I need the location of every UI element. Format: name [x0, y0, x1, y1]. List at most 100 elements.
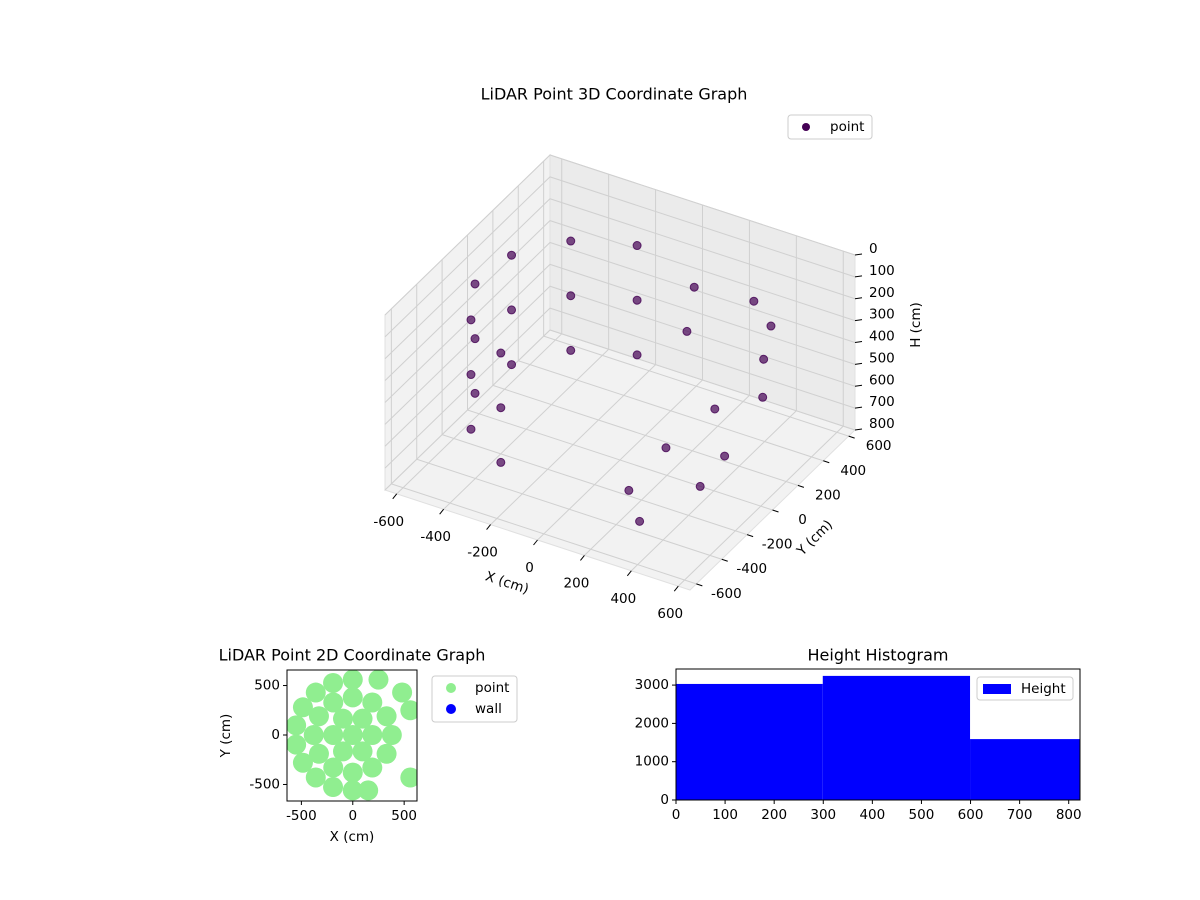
point: [342, 780, 363, 801]
point: [624, 485, 634, 495]
z-axis-label: H (cm): [908, 302, 924, 348]
y-tick-label: 600: [866, 438, 892, 454]
point: [333, 708, 354, 729]
y-tick: [721, 558, 728, 562]
point: [392, 682, 413, 703]
point: [470, 334, 480, 344]
x-tick-label: 200: [564, 575, 590, 591]
point: [470, 279, 480, 289]
point: [496, 403, 506, 413]
point: [566, 291, 576, 301]
point: [352, 741, 373, 762]
point: [352, 708, 373, 729]
y-tick: [823, 460, 830, 464]
point: [333, 741, 354, 762]
point: [323, 757, 344, 778]
point: [507, 250, 517, 260]
point: [292, 697, 313, 718]
y-tick: [746, 534, 754, 538]
point: [695, 481, 705, 491]
z-tick: [854, 362, 863, 365]
point: [632, 350, 642, 360]
z-tick-label: 800: [869, 416, 895, 432]
y-tick: [772, 509, 779, 513]
legend-marker: [802, 123, 810, 131]
point: [323, 777, 344, 798]
grid-line: [384, 285, 856, 447]
point: [759, 354, 769, 364]
x-tick-label: 0: [348, 808, 357, 824]
grid-line: [384, 176, 856, 338]
x-tick-label: -400: [420, 529, 451, 545]
point: [710, 404, 720, 414]
point: [323, 692, 344, 713]
y-tick-label: -500: [249, 776, 280, 792]
x-tick-label: 700: [1007, 807, 1033, 823]
point: [323, 672, 344, 693]
y-tick-label: -600: [711, 586, 742, 602]
z-tick: [854, 406, 863, 409]
point: [466, 315, 476, 325]
point: [749, 296, 759, 306]
x-tick: [626, 570, 632, 577]
z-tick-label: 300: [869, 307, 895, 323]
z-tick: [854, 275, 863, 278]
x-tick-label: 500: [909, 807, 935, 823]
legend-marker: [446, 683, 456, 693]
point: [342, 762, 363, 783]
point: [292, 752, 313, 773]
point: [368, 670, 389, 690]
z-tick: [854, 319, 863, 322]
point: [682, 326, 692, 336]
legend-label: wall: [475, 701, 502, 717]
legend-box: [787, 114, 873, 140]
y-tick-label: 2000: [635, 715, 669, 731]
x-tick-label: -500: [286, 808, 317, 824]
x-tick-label: 400: [859, 807, 885, 823]
z-tick: [854, 297, 863, 300]
point: [507, 305, 517, 315]
bar: [970, 739, 1080, 800]
point: [308, 743, 329, 764]
grid-line: [384, 329, 856, 491]
y-tick-label: 0: [271, 727, 280, 743]
x-tick-label: 600: [958, 807, 984, 823]
axes-frame: [675, 668, 1081, 801]
point: [400, 700, 417, 721]
point: [381, 725, 402, 746]
point: [632, 241, 642, 251]
x-tick-label: 800: [1056, 807, 1082, 823]
z-tick: [854, 428, 863, 431]
point: [287, 734, 307, 755]
grid-line: [384, 307, 856, 469]
point: [766, 321, 776, 331]
x-tick-label: 200: [761, 807, 787, 823]
grid-line: [384, 241, 856, 403]
legend-label: point: [830, 119, 864, 135]
y-tick-label: -200: [762, 537, 793, 553]
y-tick-label: -400: [736, 561, 767, 577]
point: [758, 392, 768, 402]
point: [566, 345, 576, 355]
point: [400, 767, 417, 788]
y-axis-label: Y (cm): [218, 714, 234, 759]
chart-title: LiDAR Point 2D Coordinate Graph: [219, 646, 486, 665]
legend-label: Height: [1021, 681, 1066, 697]
z-tick-label: 500: [869, 350, 895, 366]
x-tick-label: 100: [712, 807, 738, 823]
x-tick: [580, 555, 585, 561]
y-tick-label: 500: [254, 678, 280, 694]
point: [305, 682, 326, 703]
y-tick: [696, 583, 703, 587]
z-tick-label: 600: [869, 372, 895, 388]
point: [632, 295, 642, 305]
point: [496, 457, 506, 467]
point: [635, 516, 645, 526]
point: [287, 715, 307, 736]
point: [376, 743, 397, 764]
point: [507, 360, 517, 370]
legend-box: [976, 676, 1074, 701]
z-tick-label: 100: [869, 263, 895, 279]
bar: [822, 675, 971, 800]
point: [376, 706, 397, 727]
